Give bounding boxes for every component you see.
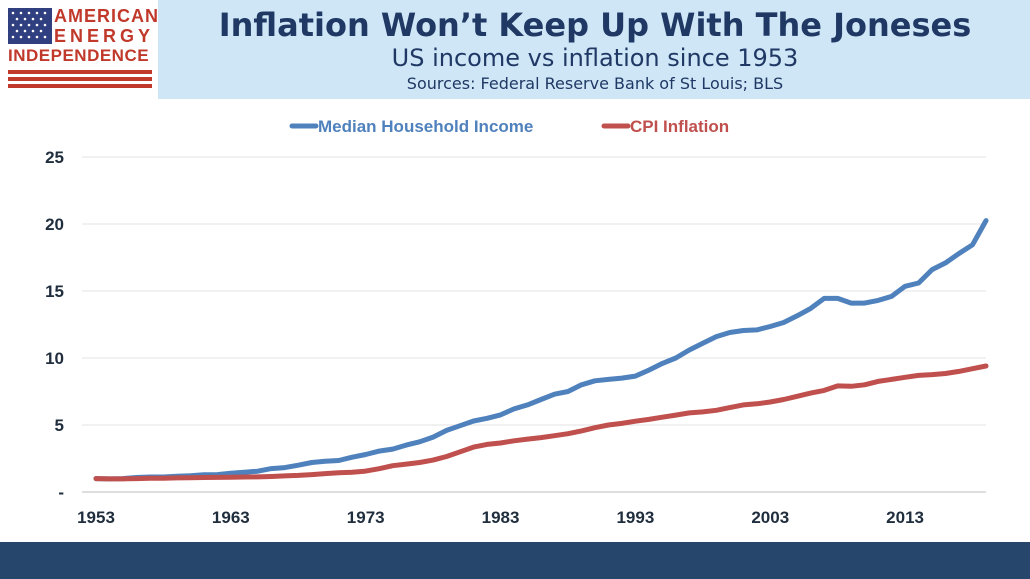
logo: AMERICAN ENERGY INDEPENDENCE (0, 0, 158, 99)
logo-line-1: AMERICAN (54, 6, 159, 26)
logo-stripes (8, 70, 152, 91)
y-tick-label: 10 (45, 349, 64, 368)
legend-label-cpi: CPI Inflation (630, 117, 729, 136)
y-tick-label: - (58, 483, 64, 502)
line-chart: Median Household Income CPI Inflation - 5… (45, 117, 989, 527)
x-tick-label: 2003 (751, 508, 789, 527)
x-axis-ticks: 1953 1963 1973 1983 1993 2003 2013 (77, 508, 924, 527)
x-tick-label: 1993 (616, 508, 654, 527)
x-tick-label: 1963 (212, 508, 250, 527)
x-tick-label: 2013 (886, 508, 924, 527)
page-title: Inflation Won’t Keep Up With The Joneses (218, 6, 972, 44)
footer-band (0, 542, 1030, 579)
legend-label-income: Median Household Income (318, 117, 533, 136)
x-tick-label: 1973 (347, 508, 385, 527)
y-tick-label: 5 (55, 416, 64, 435)
y-tick-label: 20 (45, 215, 64, 234)
page-subtitle: US income vs inflation since 1953 (391, 44, 799, 72)
y-tick-label: 25 (45, 148, 64, 167)
series-line-income (93, 218, 989, 482)
sources-note: Sources: Federal Reserve Bank of St Loui… (406, 74, 784, 93)
series-lines (93, 218, 989, 482)
flag-icon (8, 8, 52, 44)
x-tick-label: 1953 (77, 508, 115, 527)
series-line-cpi (93, 363, 989, 482)
x-tick-label: 1983 (482, 508, 520, 527)
chart-legend: Median Household Income CPI Inflation (289, 117, 729, 136)
logo-line-3: INDEPENDENCE (8, 46, 150, 65)
gridlines (82, 156, 986, 493)
y-axis-ticks: - 5 10 15 20 25 (45, 148, 64, 502)
y-tick-label: 15 (45, 282, 64, 301)
logo-line-2: ENERGY (54, 26, 155, 46)
header-banner: AMERICAN ENERGY INDEPENDENCE Inflation W… (0, 0, 1030, 99)
